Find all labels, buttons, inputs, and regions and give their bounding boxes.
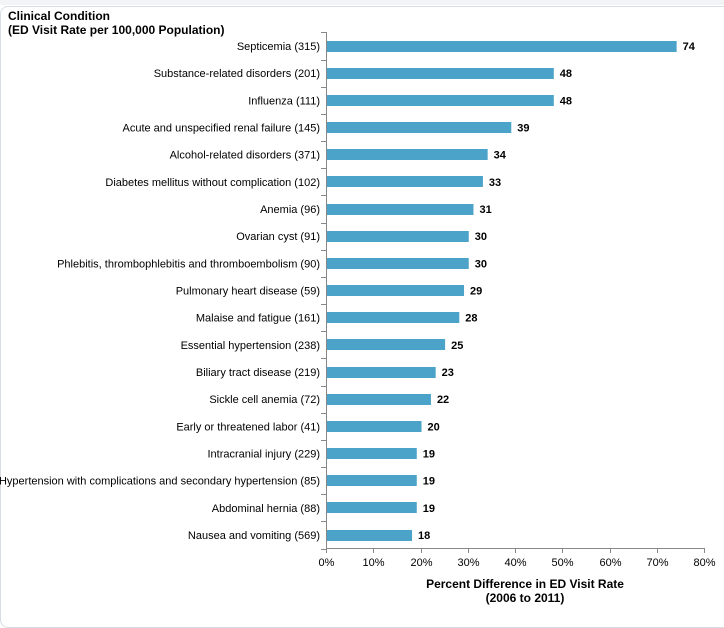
data-label: 29	[470, 286, 482, 298]
data-label: 34	[494, 150, 507, 162]
x-tick-label: 80%	[693, 557, 715, 569]
category-label: Influenza (111)	[248, 95, 320, 107]
data-label: 74	[683, 41, 696, 53]
data-label: 19	[423, 449, 435, 461]
category-label: Acute and unspecified renal failure (145…	[122, 123, 320, 135]
category-label: Biliary tract disease (219)	[196, 367, 320, 379]
data-label: 28	[465, 313, 477, 325]
bar	[327, 339, 446, 350]
category-label: Hypertension with complications and seco…	[0, 476, 320, 488]
x-tick-label: 20%	[410, 557, 432, 569]
category-label: Malaise and fatigue (161)	[196, 313, 320, 325]
data-label: 20	[428, 421, 440, 433]
bar	[327, 502, 417, 513]
category-label: Phlebitis, thrombophlebitis and thromboe…	[57, 258, 320, 270]
y-axis-title: Clinical Condition (ED Visit Rate per 10…	[8, 9, 225, 37]
category-label: Pulmonary heart disease (59)	[176, 286, 320, 298]
bar	[327, 285, 465, 296]
x-tick-label: 0%	[319, 557, 335, 569]
bar	[327, 258, 469, 269]
x-tick-label: 10%	[362, 557, 384, 569]
bar	[327, 176, 483, 187]
x-tick-label: 40%	[504, 557, 526, 569]
data-label: 33	[489, 177, 501, 189]
y-axis-title-line1: Clinical Condition	[8, 9, 110, 23]
category-label: Diabetes mellitus without complication (…	[105, 177, 320, 189]
category-label: Essential hypertension (238)	[181, 340, 320, 352]
data-label: 18	[418, 530, 430, 542]
bar	[327, 530, 413, 541]
bar	[327, 367, 436, 378]
category-label: Early or threatened labor (41)	[176, 421, 320, 433]
bar	[327, 41, 677, 52]
x-axis-title-line1: Percent Difference in ED Visit Rate	[426, 577, 624, 591]
bar	[327, 421, 422, 432]
category-label: Intracranial injury (229)	[208, 449, 321, 461]
data-label: 22	[437, 394, 449, 406]
window-top-strip	[0, 0, 724, 5]
data-label: 30	[475, 231, 487, 243]
data-label: 48	[560, 68, 572, 80]
category-label: Septicemia (315)	[237, 41, 320, 53]
data-label: 25	[451, 340, 463, 352]
data-label: 19	[423, 476, 435, 488]
category-label: Anemia (96)	[260, 204, 320, 216]
x-axis-title: Percent Difference in ED Visit Rate (200…	[380, 577, 670, 605]
data-label: 31	[479, 204, 491, 216]
bar	[327, 231, 469, 242]
bar-chart: 0% 10% 20% 30% 40% 50% 60% 70% 80% Septicemia (31…	[0, 32, 716, 569]
bar	[327, 95, 554, 106]
category-label: Abdominal hernia (88)	[212, 503, 320, 515]
category-label: Substance-related disorders (201)	[154, 68, 320, 80]
category-label: Alcohol-related disorders (371)	[170, 150, 320, 162]
bar	[327, 448, 417, 459]
category-label: Sickle cell anemia (72)	[209, 394, 320, 406]
x-tick-label: 70%	[646, 557, 668, 569]
bar	[327, 204, 474, 215]
x-axis-title-line2: (2006 to 2011)	[485, 591, 565, 605]
category-label: Ovarian cyst (91)	[236, 231, 320, 243]
data-label: 48	[560, 95, 572, 107]
category-label: Nausea and vomiting (569)	[188, 530, 320, 542]
data-label: 19	[423, 503, 435, 515]
bar	[327, 312, 460, 323]
bar	[327, 68, 554, 79]
bar	[327, 394, 431, 405]
x-tick-label: 30%	[457, 557, 479, 569]
bar	[327, 475, 417, 486]
data-label: 39	[517, 123, 529, 135]
data-label: 23	[442, 367, 454, 379]
bar	[327, 149, 488, 160]
y-axis-title-line2: (ED Visit Rate per 100,000 Population)	[8, 23, 225, 37]
x-tick-label: 60%	[599, 557, 621, 569]
x-tick-label: 50%	[551, 557, 573, 569]
data-label: 30	[475, 258, 487, 270]
bar	[327, 122, 512, 133]
